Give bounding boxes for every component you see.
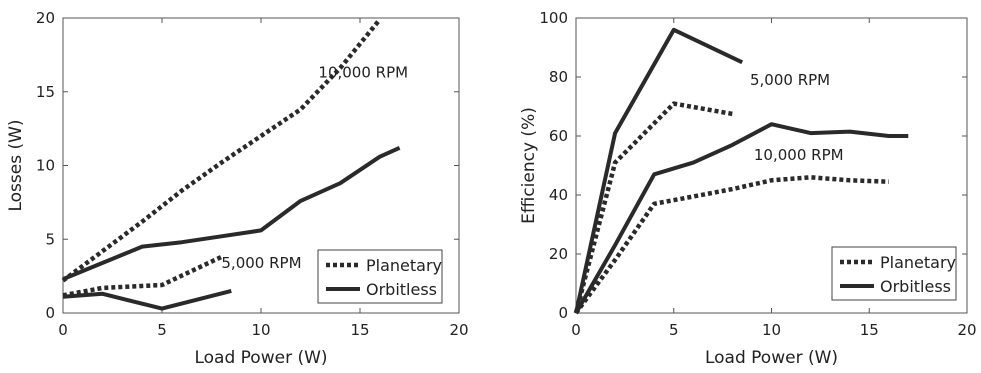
series-line-orbitless-5000	[574, 27, 744, 314]
series-line-orbitless-5000	[62, 288, 232, 311]
series-line-orbitless-10000	[62, 145, 401, 281]
annotation-label: 10,000 RPM	[318, 64, 408, 82]
y-tick-label: 0	[45, 304, 55, 322]
legend-label-planetary: Planetary	[366, 256, 442, 275]
x-tick-label: 0	[58, 321, 68, 339]
y-axis-label: Losses (W)	[6, 119, 26, 211]
legend: Planetary Orbitless	[831, 246, 957, 301]
x-tick-label: 10	[251, 321, 270, 339]
series-line-orbitless-10000	[574, 122, 909, 314]
annotation-label: 10,000 RPM	[754, 146, 844, 164]
y-tick-label: 40	[549, 186, 568, 204]
y-tick-label: 20	[36, 9, 55, 27]
x-tick-label: 0	[571, 321, 581, 339]
x-tick-label: 20	[957, 321, 976, 339]
legend-label-orbitless: Orbitless	[880, 277, 951, 296]
x-axis-label: Load Power (W)	[705, 348, 838, 368]
legend-box	[831, 246, 957, 301]
chart-1: 0 5 10 15 20 0 5 10 15 20 Load Power (W) Losses (W)…	[6, 9, 469, 368]
x-tick-label: 5	[157, 321, 167, 339]
y-tick-label: 80	[549, 68, 568, 86]
y-tick-label: 20	[549, 245, 568, 263]
x-tick-label: 5	[669, 321, 679, 339]
chart-2: 0 5 10 15 20 0 20 40 60 80 100 Load Power (W) Effici…	[519, 9, 977, 368]
y-tick-label: 15	[36, 83, 55, 101]
series-line-planetary-10000	[61, 18, 382, 283]
series-line-planetary-5000	[573, 101, 733, 314]
legend-label-orbitless: Orbitless	[366, 280, 437, 299]
y-tick-label: 60	[549, 127, 568, 145]
x-tick-label: 20	[449, 321, 468, 339]
y-tick-label: 10	[36, 157, 55, 175]
legend-box	[317, 249, 443, 304]
series-line-planetary-10000	[574, 175, 889, 315]
y-tick-label: 0	[558, 304, 568, 322]
series-line-planetary-5000	[62, 254, 223, 298]
x-tick-label: 15	[860, 321, 879, 339]
y-tick-label: 5	[45, 230, 55, 248]
x-tick-label: 10	[762, 321, 781, 339]
y-axis-label: Efficiency (%)	[519, 107, 539, 224]
x-tick-label: 15	[350, 321, 369, 339]
legend-label-planetary: Planetary	[880, 253, 956, 272]
legend: Planetary Orbitless	[317, 249, 443, 304]
y-tick-label: 100	[539, 9, 568, 27]
x-axis-label: Load Power (W)	[194, 348, 327, 368]
annotation-label: 5,000 RPM	[750, 71, 830, 89]
annotation-label: 5,000 RPM	[221, 254, 301, 272]
